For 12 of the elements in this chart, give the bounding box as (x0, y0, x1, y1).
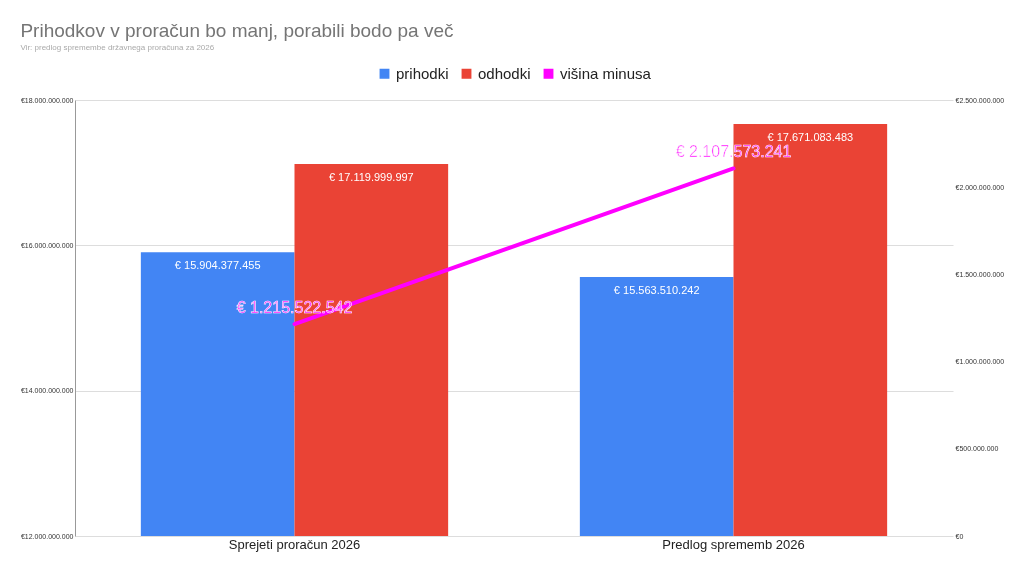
legend-label: prihodki (396, 64, 449, 82)
data-label: € 15.904.377.455 (174, 259, 261, 272)
data-label: € 17.119.999.997 (328, 170, 414, 183)
x-tick-label: Sprejeti proračun 2026 (228, 536, 361, 552)
chart-title: Prihodkov v proračun bo manj, porabili bodo pa več (20, 20, 454, 41)
data-label: € 1.215.522.542 (236, 299, 353, 317)
x-tick-label: Predlog sprememb 2026 (662, 536, 805, 552)
legend-label: odhodki (478, 64, 531, 82)
data-label: € 17.671.083.483 (767, 130, 854, 143)
data-label: € 15.563.510.242 (613, 284, 700, 297)
legend-label: višina minusa (560, 64, 652, 82)
chart-subtitle: Vir: predlog spremembe državnega proračuna za 2026 (20, 43, 215, 52)
